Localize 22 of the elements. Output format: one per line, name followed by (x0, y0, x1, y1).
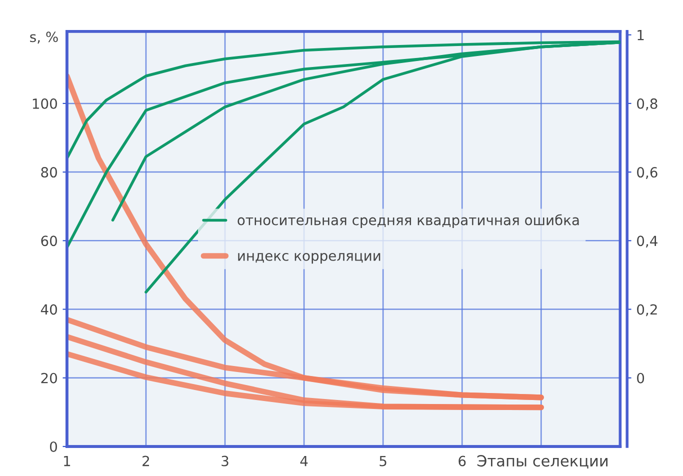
legend-label: относительная средняя квадратичная ошибка (238, 214, 579, 228)
x-tick-label: 2 (142, 456, 149, 466)
x-tick-label: 4 (300, 456, 308, 466)
y-tick-label: 100 (32, 98, 57, 109)
y-tick-label: 40 (40, 304, 57, 315)
y-axis-title: s, % (30, 32, 58, 44)
legend-label: индекс корреляции (238, 252, 380, 264)
y-tick-label: 20 (41, 372, 57, 384)
x-tick-label: 1 (64, 456, 70, 466)
y2-tick-label: 0,6 (637, 167, 658, 179)
y-tick-label: 60 (41, 236, 57, 246)
x-tick-label: 5 (380, 456, 386, 466)
x-tick-label: 3 (222, 456, 228, 466)
y-tick-label: 80 (41, 167, 57, 178)
y2-tick-label: 0,8 (637, 98, 658, 110)
x-tick-label: 6 (458, 456, 466, 466)
y-tick-label: 0 (50, 441, 57, 452)
x-axis-title: Этапы селекции (477, 455, 608, 469)
y2-tick-label: 0 (637, 372, 644, 384)
y2-tick-label: 1 (638, 30, 644, 40)
y2-tick-label: 0,4 (637, 236, 658, 248)
y2-tick-label: 0,2 (637, 304, 657, 316)
